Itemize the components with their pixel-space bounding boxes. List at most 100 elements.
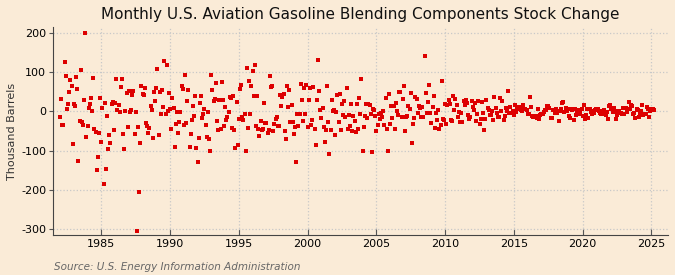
Point xyxy=(419,54,430,58)
Point xyxy=(284,87,295,92)
Point xyxy=(416,115,427,119)
Point xyxy=(560,106,571,110)
Point xyxy=(310,142,321,147)
Point xyxy=(535,112,545,117)
Point xyxy=(444,102,455,106)
Point xyxy=(79,97,90,102)
Point xyxy=(291,160,302,164)
Point xyxy=(362,116,373,120)
Point xyxy=(277,95,288,100)
Point xyxy=(276,104,287,108)
Point xyxy=(488,118,499,122)
Point xyxy=(182,99,192,103)
Point xyxy=(603,117,614,122)
Point xyxy=(245,112,256,116)
Point xyxy=(68,102,79,107)
Point xyxy=(633,114,644,119)
Point xyxy=(638,113,649,117)
Point xyxy=(219,123,230,128)
Point xyxy=(576,107,587,111)
Point xyxy=(146,108,157,112)
Point xyxy=(273,124,284,128)
Point xyxy=(479,128,489,132)
Point xyxy=(165,106,176,111)
Point xyxy=(97,106,108,111)
Point xyxy=(268,129,279,133)
Point xyxy=(561,109,572,113)
Point xyxy=(423,100,433,105)
Point xyxy=(522,112,533,117)
Point xyxy=(288,120,298,125)
Point xyxy=(371,129,382,134)
Point xyxy=(418,114,429,119)
Point xyxy=(168,106,179,110)
Point xyxy=(175,110,186,114)
Point xyxy=(265,74,275,78)
Point xyxy=(180,73,190,78)
Point xyxy=(510,103,520,107)
Point xyxy=(181,121,192,126)
Point xyxy=(626,103,637,108)
Point xyxy=(623,100,634,104)
Point xyxy=(531,116,542,120)
Point xyxy=(197,115,208,120)
Point xyxy=(452,115,463,119)
Point xyxy=(383,148,394,153)
Point xyxy=(429,93,439,98)
Point xyxy=(304,86,315,90)
Point xyxy=(393,112,404,117)
Point xyxy=(646,107,657,111)
Point xyxy=(511,110,522,114)
Point xyxy=(183,88,194,93)
Point xyxy=(440,102,451,106)
Point xyxy=(202,109,213,114)
Point xyxy=(315,108,325,112)
Point xyxy=(467,105,478,110)
Point xyxy=(580,117,591,121)
Point xyxy=(140,86,151,90)
Point xyxy=(437,117,448,121)
Point xyxy=(500,106,511,111)
Point xyxy=(240,148,251,153)
Point xyxy=(145,104,156,108)
Point xyxy=(61,107,72,111)
Point xyxy=(281,84,292,89)
Point xyxy=(460,98,471,102)
Point xyxy=(620,105,630,110)
Point xyxy=(631,107,642,111)
Point xyxy=(578,103,589,108)
Point xyxy=(56,97,67,101)
Point xyxy=(267,84,277,88)
Point xyxy=(592,107,603,111)
Point xyxy=(570,113,581,117)
Point xyxy=(308,85,319,90)
Point xyxy=(398,97,408,101)
Point xyxy=(543,103,554,108)
Point xyxy=(591,107,602,111)
Point xyxy=(155,89,165,94)
Point xyxy=(607,110,618,115)
Point xyxy=(334,91,345,96)
Point xyxy=(514,107,525,111)
Point xyxy=(57,122,68,127)
Point xyxy=(365,112,376,116)
Point xyxy=(356,77,367,81)
Y-axis label: Thousand Barrels: Thousand Barrels xyxy=(7,82,17,180)
Point xyxy=(531,113,541,118)
Point xyxy=(456,111,466,115)
Point xyxy=(449,108,460,113)
Point xyxy=(225,95,236,100)
Point xyxy=(105,141,116,145)
Point xyxy=(279,129,290,134)
Point xyxy=(171,110,182,114)
Point xyxy=(140,121,151,125)
Point xyxy=(401,115,412,119)
Point xyxy=(441,122,452,126)
Point xyxy=(198,112,209,117)
Point xyxy=(160,112,171,116)
Point xyxy=(189,114,200,118)
Point xyxy=(112,108,123,112)
Point xyxy=(92,155,103,160)
Point xyxy=(199,107,210,111)
Point xyxy=(166,126,177,131)
